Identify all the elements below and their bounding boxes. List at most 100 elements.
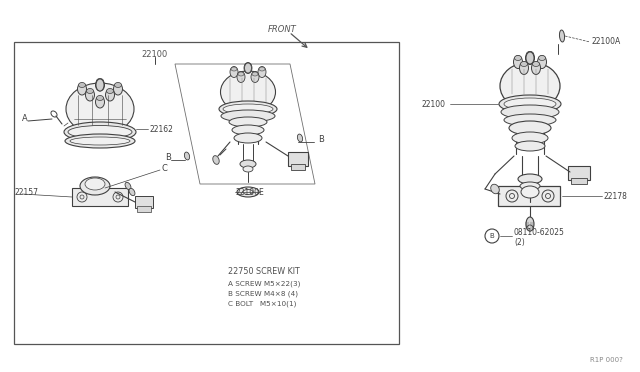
Ellipse shape	[64, 122, 136, 142]
Ellipse shape	[106, 89, 113, 93]
Ellipse shape	[125, 182, 131, 190]
Text: (2): (2)	[514, 237, 525, 247]
Ellipse shape	[532, 61, 540, 67]
Ellipse shape	[538, 55, 545, 61]
Ellipse shape	[525, 51, 534, 64]
Ellipse shape	[95, 79, 104, 91]
Ellipse shape	[504, 98, 556, 110]
Ellipse shape	[230, 67, 238, 77]
Bar	[571, 178, 587, 184]
Ellipse shape	[240, 160, 256, 168]
Ellipse shape	[97, 78, 104, 83]
Ellipse shape	[518, 174, 542, 184]
Ellipse shape	[520, 182, 540, 190]
Ellipse shape	[500, 62, 560, 110]
Ellipse shape	[229, 117, 267, 127]
Ellipse shape	[244, 63, 252, 73]
Bar	[498, 186, 560, 206]
Ellipse shape	[251, 71, 259, 83]
Text: C: C	[161, 164, 167, 173]
Ellipse shape	[243, 166, 253, 172]
Ellipse shape	[520, 61, 529, 74]
Ellipse shape	[515, 141, 545, 151]
Ellipse shape	[512, 132, 548, 144]
Text: 22100: 22100	[422, 99, 446, 109]
Text: A: A	[22, 113, 28, 122]
Ellipse shape	[85, 178, 105, 190]
Ellipse shape	[221, 110, 275, 122]
Ellipse shape	[559, 30, 564, 42]
Bar	[72, 188, 128, 206]
Ellipse shape	[234, 133, 262, 143]
Ellipse shape	[95, 96, 104, 108]
Ellipse shape	[106, 89, 115, 101]
Text: B: B	[490, 233, 494, 239]
Ellipse shape	[79, 83, 86, 87]
Ellipse shape	[86, 89, 95, 101]
Ellipse shape	[298, 134, 303, 142]
Ellipse shape	[526, 217, 534, 231]
Text: 22100A: 22100A	[592, 36, 621, 45]
Ellipse shape	[86, 89, 93, 93]
Ellipse shape	[526, 52, 534, 64]
Ellipse shape	[97, 96, 104, 100]
Bar	[137, 206, 151, 212]
Ellipse shape	[184, 152, 189, 160]
Text: FRONT: FRONT	[268, 25, 297, 33]
Ellipse shape	[221, 71, 275, 113]
Text: 22178: 22178	[604, 192, 628, 201]
Ellipse shape	[509, 121, 551, 135]
Ellipse shape	[258, 67, 266, 77]
Ellipse shape	[129, 188, 135, 196]
Ellipse shape	[219, 101, 277, 117]
Text: 08110-62025: 08110-62025	[514, 228, 565, 237]
Ellipse shape	[520, 61, 527, 67]
Text: 22100: 22100	[142, 49, 168, 58]
Ellipse shape	[527, 225, 533, 231]
Ellipse shape	[68, 125, 132, 138]
Ellipse shape	[238, 72, 244, 76]
Ellipse shape	[231, 67, 237, 71]
Ellipse shape	[531, 61, 541, 74]
Ellipse shape	[504, 114, 556, 126]
Text: 22162: 22162	[150, 125, 174, 134]
Ellipse shape	[115, 83, 122, 87]
Ellipse shape	[252, 72, 258, 76]
Ellipse shape	[499, 95, 561, 113]
Ellipse shape	[538, 55, 547, 68]
Ellipse shape	[491, 184, 499, 194]
Ellipse shape	[527, 51, 534, 57]
Ellipse shape	[232, 125, 264, 135]
Ellipse shape	[244, 62, 252, 74]
Ellipse shape	[80, 177, 110, 195]
Ellipse shape	[65, 134, 135, 148]
Text: R1P 000?: R1P 000?	[590, 357, 623, 363]
Text: B: B	[318, 135, 324, 144]
Ellipse shape	[513, 55, 522, 68]
Bar	[291, 164, 305, 170]
Ellipse shape	[521, 186, 539, 198]
Ellipse shape	[501, 105, 559, 119]
Ellipse shape	[223, 104, 273, 114]
Ellipse shape	[515, 55, 522, 61]
Ellipse shape	[96, 79, 104, 91]
Ellipse shape	[243, 189, 253, 195]
Text: B SCREW M4×8 (4): B SCREW M4×8 (4)	[228, 291, 298, 297]
Ellipse shape	[237, 187, 259, 197]
Bar	[568, 166, 590, 180]
Ellipse shape	[77, 83, 86, 95]
Bar	[14, 42, 399, 344]
Ellipse shape	[212, 155, 220, 164]
Ellipse shape	[70, 137, 130, 145]
Text: A SCREW M5×22(3): A SCREW M5×22(3)	[228, 281, 300, 287]
Ellipse shape	[259, 67, 265, 71]
Ellipse shape	[237, 71, 245, 83]
Text: 22750 SCREW KIT: 22750 SCREW KIT	[228, 267, 300, 276]
Bar	[135, 196, 153, 208]
Text: C BOLT   M5×10(1): C BOLT M5×10(1)	[228, 301, 296, 307]
Text: B: B	[165, 153, 171, 161]
Bar	[288, 152, 308, 166]
Text: 22157: 22157	[14, 187, 38, 196]
Ellipse shape	[245, 63, 251, 67]
Text: 22100E: 22100E	[236, 187, 265, 196]
